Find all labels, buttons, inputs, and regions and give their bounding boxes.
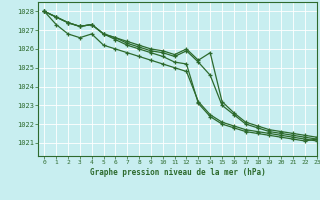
X-axis label: Graphe pression niveau de la mer (hPa): Graphe pression niveau de la mer (hPa): [90, 168, 266, 177]
